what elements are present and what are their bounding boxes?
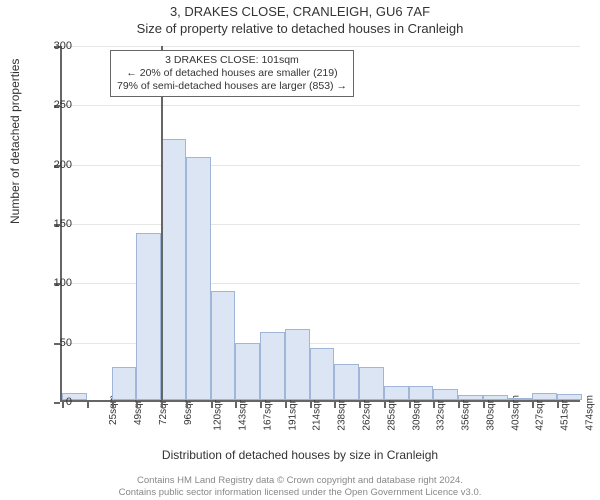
x-tick-label: 120sqm (213, 395, 224, 431)
x-tick (112, 402, 114, 408)
title-block: 3, DRAKES CLOSE, CRANLEIGH, GU6 7AF Size… (0, 0, 600, 36)
x-tick-label: 403sqm (510, 395, 521, 431)
x-tick (532, 402, 534, 408)
x-tick (186, 402, 188, 408)
address-line: 3, DRAKES CLOSE, CRANLEIGH, GU6 7AF (0, 4, 600, 19)
x-tick-label: 474sqm (584, 395, 595, 431)
footer-line-2: Contains public sector information licen… (0, 487, 600, 498)
info-line-3: 79% of semi-detached houses are larger (… (117, 80, 347, 93)
x-tick (260, 402, 262, 408)
histogram-bar (557, 394, 582, 400)
x-tick-label: 191sqm (287, 395, 298, 431)
x-tick (557, 402, 559, 408)
x-tick (310, 402, 312, 408)
x-tick (211, 402, 213, 408)
histogram-bar (235, 343, 260, 400)
gridline (62, 105, 580, 106)
x-tick (409, 402, 411, 408)
y-tick-label: 0 (32, 396, 72, 408)
x-tick-label: 238sqm (337, 395, 348, 431)
plot-border: 25sqm49sqm72sqm96sqm120sqm143sqm167sqm19… (60, 46, 580, 402)
y-tick-label: 300 (32, 40, 72, 52)
histogram-bar (508, 398, 533, 400)
x-tick-label: 285sqm (386, 395, 397, 431)
x-tick-label: 214sqm (312, 395, 323, 431)
x-tick-label: 427sqm (535, 395, 546, 431)
x-tick (136, 402, 138, 408)
histogram-bar (359, 367, 384, 400)
x-tick (508, 402, 510, 408)
x-tick-label: 451sqm (560, 395, 571, 431)
subtitle: Size of property relative to detached ho… (0, 21, 600, 36)
y-tick-label: 250 (32, 99, 72, 111)
y-tick-label: 150 (32, 218, 72, 230)
chart-container: 3, DRAKES CLOSE, CRANLEIGH, GU6 7AF Size… (0, 0, 600, 500)
x-tick (235, 402, 237, 408)
x-tick (285, 402, 287, 408)
marker-line (161, 46, 163, 400)
histogram-bar (285, 329, 310, 400)
histogram-bar (334, 364, 359, 400)
x-tick-label: 332sqm (436, 395, 447, 431)
x-tick (359, 402, 361, 408)
x-tick (483, 402, 485, 408)
histogram-bar (433, 389, 458, 400)
histogram-bar (260, 332, 285, 400)
footer: Contains HM Land Registry data © Crown c… (0, 475, 600, 498)
y-tick-label: 100 (32, 277, 72, 289)
x-tick (384, 402, 386, 408)
y-axis-label: Number of detached properties (8, 59, 22, 224)
info-line-2: ← 20% of detached houses are smaller (21… (117, 67, 347, 80)
x-tick (87, 402, 89, 408)
footer-line-1: Contains HM Land Registry data © Crown c… (0, 475, 600, 486)
histogram-bar (186, 157, 211, 400)
x-tick (161, 402, 163, 408)
x-tick-label: 380sqm (485, 395, 496, 431)
x-tick-label: 356sqm (461, 395, 472, 431)
gridline (62, 224, 580, 225)
histogram-bar (136, 233, 161, 400)
histogram-bar (112, 367, 137, 400)
x-axis-label: Distribution of detached houses by size … (0, 448, 600, 462)
histogram-bar (532, 393, 557, 400)
x-tick-label: 167sqm (263, 395, 274, 431)
x-tick (458, 402, 460, 408)
histogram-bar (161, 139, 186, 400)
histogram-bar (458, 395, 483, 400)
gridline (62, 165, 580, 166)
x-tick (433, 402, 435, 408)
gridline (62, 46, 580, 47)
y-tick-label: 200 (32, 159, 72, 171)
x-tick-label: 262sqm (362, 395, 373, 431)
x-tick-label: 309sqm (411, 395, 422, 431)
histogram-bar (483, 395, 508, 400)
plot-area: 25sqm49sqm72sqm96sqm120sqm143sqm167sqm19… (60, 46, 580, 402)
histogram-bar (211, 291, 236, 400)
x-tick-label: 143sqm (238, 395, 249, 431)
histogram-bar (384, 386, 409, 400)
y-tick-label: 50 (32, 337, 72, 349)
info-line-1: 3 DRAKES CLOSE: 101sqm (117, 54, 347, 67)
histogram-bar (310, 348, 335, 400)
histogram-bar (409, 386, 434, 400)
info-box: 3 DRAKES CLOSE: 101sqm ← 20% of detached… (110, 50, 354, 97)
x-tick (334, 402, 336, 408)
